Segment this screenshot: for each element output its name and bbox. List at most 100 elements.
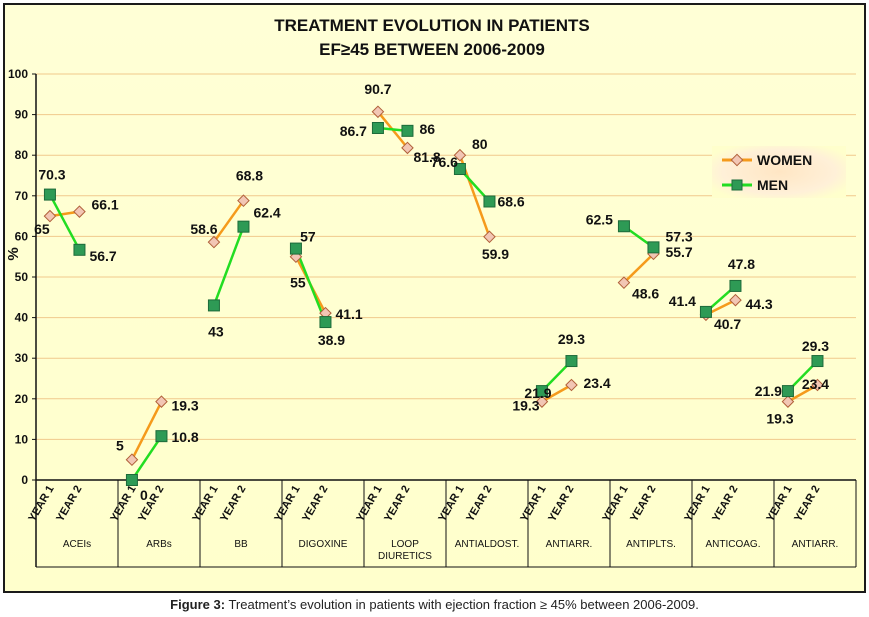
axes — [32, 73, 857, 568]
series-line-men — [48, 193, 81, 251]
x-category-label: ANTICOAG. — [705, 539, 760, 550]
marker-men — [617, 220, 630, 233]
x-year-label: YEAR 2 — [628, 484, 658, 524]
x-year-label: YEAR 2 — [546, 484, 576, 524]
series-line-women — [541, 383, 573, 403]
marker-men — [73, 243, 86, 256]
marker-men — [483, 195, 496, 208]
series-line-women — [212, 199, 245, 243]
marker-men — [155, 430, 168, 443]
marker-women — [401, 141, 414, 155]
y-tick-label: 70 — [15, 189, 29, 203]
x-year-label: YEAR 2 — [464, 484, 494, 524]
x-year-label: YEAR 1 — [764, 484, 794, 524]
data-label-men: 41.4 — [669, 293, 696, 309]
data-label-men: 62.5 — [586, 211, 613, 227]
marker-men — [319, 316, 332, 329]
x-category-label: ANTIPLTS. — [626, 539, 676, 550]
y-tick-label: 50 — [15, 270, 29, 284]
marker-men — [289, 242, 302, 255]
marker-men — [699, 305, 712, 318]
y-tick-label: 100 — [8, 67, 28, 81]
marker-women — [207, 235, 221, 249]
y-tick-labels: 0 10 20 30 40 50 60 70 80 90 100 — [8, 67, 28, 487]
data-label-men: 10.8 — [171, 429, 198, 445]
legend-men-marker — [731, 179, 743, 191]
x-year-label: YEAR 1 — [190, 484, 220, 524]
y-axis-label: % — [5, 247, 22, 260]
marker-women — [729, 293, 742, 307]
x-year-label: YEAR 2 — [54, 484, 84, 524]
x-year-label: YEAR 1 — [600, 484, 630, 524]
data-label-women: 41.1 — [335, 306, 362, 322]
data-label-women: 5 — [116, 438, 124, 454]
data-label-women: 23.4 — [802, 376, 829, 392]
y-tick-label: 20 — [15, 392, 29, 406]
marker-men — [371, 121, 384, 134]
caption-label: Figure 3: — [170, 597, 226, 612]
x-year-label: YEAR 1 — [354, 484, 384, 524]
x-category-label: ACEIs — [63, 539, 91, 550]
x-category-label: ANTIALDOST. — [455, 539, 519, 550]
marker-women — [565, 378, 578, 392]
data-label-men: 76.6 — [431, 154, 458, 170]
data-label-men: 29.3 — [802, 338, 829, 354]
x-year-label: YEAR 2 — [300, 484, 330, 524]
chart-svg: TREATMENT EVOLUTION IN PATIENTS EF≥45 BE… — [5, 16, 857, 568]
y-tick-label: 60 — [15, 229, 29, 243]
data-label-women: 48.6 — [632, 286, 659, 302]
data-label-women: 58.6 — [190, 221, 217, 237]
data-label-men: 62.4 — [253, 205, 280, 221]
marker-men — [453, 163, 466, 176]
data-label-women: 55.7 — [665, 244, 692, 260]
legend-women-label: WOMEN — [757, 152, 812, 168]
legend-women-marker — [730, 153, 744, 167]
x-year-label: YEAR 1 — [436, 484, 466, 524]
marker-women — [811, 378, 824, 392]
x-category-label: LOOP — [391, 539, 419, 550]
x-category-label: DIGOXINE — [299, 539, 348, 550]
legend-men-label: MEN — [757, 177, 788, 193]
marker-women — [483, 230, 496, 244]
x-year-label: YEAR 1 — [272, 484, 302, 524]
data-label-men: 70.3 — [38, 167, 65, 183]
x-year-label: YEAR 1 — [518, 484, 548, 524]
data-label-women: 90.7 — [364, 81, 391, 97]
marker-men — [207, 299, 220, 312]
y-tick-label: 80 — [15, 148, 29, 162]
marker-men — [43, 188, 56, 201]
data-label-women: 40.7 — [714, 316, 741, 332]
x-year-label: YEAR 2 — [218, 484, 248, 524]
data-label-men: 56.7 — [89, 248, 116, 264]
x-year-label: YEAR 1 — [682, 484, 712, 524]
marker-women — [617, 276, 631, 289]
data-label-women: 81.8 — [413, 149, 440, 165]
data-label-women: 55 — [290, 275, 306, 291]
marker-men — [811, 355, 824, 368]
data-label-women: 80 — [472, 136, 488, 152]
marker-men — [535, 385, 548, 398]
figure-caption: Figure 3: Treatment’s evolution in patie… — [0, 597, 869, 612]
data-labels: 65 66.1 5 19.3 58.6 68.8 55 41.1 90.7 81.8 80 59.9 1… — [34, 81, 829, 503]
series-line-women — [623, 252, 655, 284]
series-markers — [43, 105, 824, 486]
caption-text: Treatment’s evolution in patients with e… — [228, 597, 699, 612]
x-year-label: YEAR 1 — [26, 484, 56, 524]
y-tick-label: 10 — [15, 432, 29, 446]
y-tick-label: 40 — [15, 311, 29, 325]
marker-men — [729, 279, 742, 292]
marker-women — [453, 148, 467, 162]
data-label-women: 19.3 — [512, 398, 539, 414]
marker-men — [781, 385, 794, 398]
series-line-women — [787, 383, 819, 403]
data-label-men: 21.9 — [755, 383, 782, 399]
series-line-men — [212, 226, 245, 306]
data-label-women: 23.4 — [583, 375, 610, 391]
chart-title-line1: TREATMENT EVOLUTION IN PATIENTS — [274, 16, 589, 35]
data-label-men: 0 — [140, 487, 148, 503]
data-label-men: 57.3 — [665, 228, 692, 244]
marker-women — [535, 395, 549, 408]
marker-men — [647, 241, 660, 254]
x-category-label: ANTIARR. — [546, 539, 593, 550]
